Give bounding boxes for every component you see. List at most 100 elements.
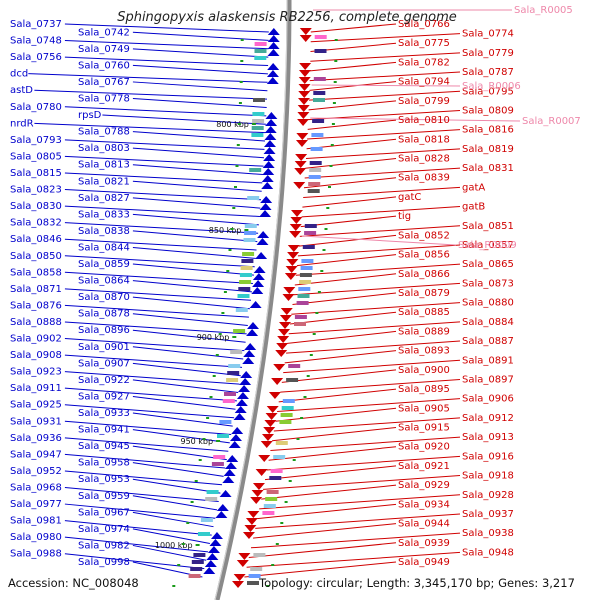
gene-label[interactable]: gatA xyxy=(462,182,485,193)
gene-label[interactable]: Sala_0885 xyxy=(398,307,450,318)
gene-label[interactable]: Sala_0821 xyxy=(78,176,130,187)
gene-label[interactable]: Sala_0939 xyxy=(398,538,450,549)
gene-label[interactable]: Sala_0756 xyxy=(10,52,62,63)
gene-label[interactable]: Sala_0911 xyxy=(10,383,62,394)
gene-label[interactable]: Sala_0850 xyxy=(10,251,62,262)
gene-label[interactable]: Sala_0858 xyxy=(10,267,62,278)
gene-label[interactable]: Sala_0799 xyxy=(398,96,450,107)
gene-label[interactable]: Sala_0866 xyxy=(398,269,450,280)
gene-label[interactable]: Sala_0936 xyxy=(10,433,62,444)
gene-label[interactable]: Sala_0925 xyxy=(10,400,62,411)
gene-label[interactable]: Sala_0737 xyxy=(10,19,62,30)
gene-label[interactable]: Sala_0902 xyxy=(10,334,62,345)
gene-label[interactable]: Sala_0949 xyxy=(398,557,450,568)
gene-label[interactable]: Sala_0916 xyxy=(462,451,514,462)
gene-label[interactable]: Sala_0838 xyxy=(78,226,130,237)
gene-label[interactable]: Sala_0933 xyxy=(78,408,130,419)
gene-label[interactable]: rpsD xyxy=(78,110,102,121)
gene-label[interactable]: Sala_0901 xyxy=(78,342,130,353)
gene-label[interactable]: Sala_0748 xyxy=(10,36,62,47)
gene-label[interactable]: Sala_0981 xyxy=(10,516,62,527)
gene-label[interactable]: Sala_0921 xyxy=(398,461,450,472)
gene-label[interactable]: Sala_0787 xyxy=(462,67,514,78)
gene-label[interactable]: Sala_0815 xyxy=(10,168,62,179)
gene-label[interactable]: gatC xyxy=(398,192,421,203)
gene-label[interactable]: Sala_0766 xyxy=(398,19,450,30)
gene-label[interactable]: Sala_0876 xyxy=(10,300,62,311)
gene-label[interactable]: Sala_0884 xyxy=(462,317,514,328)
gene-label[interactable]: Sala_0928 xyxy=(462,490,514,501)
gene-label[interactable]: Sala_0920 xyxy=(398,442,450,453)
rna-label[interactable]: Sala_R0006 xyxy=(462,81,521,92)
gene-label[interactable]: Sala_0830 xyxy=(10,201,62,212)
gene-label[interactable]: Sala_0851 xyxy=(462,221,514,232)
gene-label[interactable]: Sala_0810 xyxy=(398,115,450,126)
gene-label[interactable]: Sala_0857 xyxy=(462,240,514,251)
gene-label[interactable]: gatB xyxy=(462,202,485,213)
gene-label[interactable]: Sala_0813 xyxy=(78,160,130,171)
gene-label[interactable]: Sala_0907 xyxy=(78,358,130,369)
gene-label[interactable]: Sala_0818 xyxy=(398,134,450,145)
gene-label[interactable]: Sala_0974 xyxy=(78,524,130,535)
gene-label[interactable]: Sala_0760 xyxy=(78,60,130,71)
rna-label[interactable]: Sala_R0007 xyxy=(522,116,581,127)
gene-label[interactable]: Sala_0859 xyxy=(78,259,130,270)
gene-label[interactable]: Sala_0897 xyxy=(462,374,514,385)
gene-label[interactable]: Sala_0809 xyxy=(462,105,514,116)
gene-label[interactable]: Sala_0788 xyxy=(78,127,130,138)
gene-label[interactable]: Sala_0816 xyxy=(462,125,514,136)
rna-label[interactable]: Sala_R0005 xyxy=(514,5,573,16)
gene-label[interactable]: Sala_0988 xyxy=(10,549,62,560)
gene-label[interactable]: Sala_0980 xyxy=(10,532,62,543)
gene-label[interactable]: Sala_0938 xyxy=(462,528,514,539)
gene-label[interactable]: Sala_0767 xyxy=(78,77,130,88)
gene-label[interactable]: Sala_0908 xyxy=(10,350,62,361)
gene-label[interactable]: nrdR xyxy=(10,118,34,129)
gene-label[interactable]: tig xyxy=(398,211,411,222)
gene-label[interactable]: Sala_0887 xyxy=(462,336,514,347)
gene-label[interactable]: Sala_0905 xyxy=(398,403,450,414)
gene-label[interactable]: Sala_0844 xyxy=(78,242,130,253)
gene-label[interactable]: Sala_0831 xyxy=(462,163,514,174)
rna-label[interactable]: Sala_R0009 xyxy=(458,240,517,251)
gene-label[interactable]: Sala_0803 xyxy=(78,143,130,154)
gene-label[interactable]: Sala_0779 xyxy=(462,48,514,59)
gene-label[interactable]: Sala_0982 xyxy=(78,540,130,551)
gene-label[interactable]: Sala_0998 xyxy=(78,557,130,568)
gene-label[interactable]: Sala_0819 xyxy=(462,144,514,155)
gene-label[interactable]: dcd xyxy=(10,69,28,80)
gene-label[interactable]: Sala_0865 xyxy=(462,259,514,270)
gene-label[interactable]: Sala_0805 xyxy=(10,151,62,162)
gene-label[interactable]: Sala_0918 xyxy=(462,471,514,482)
gene-label[interactable]: Sala_0879 xyxy=(398,288,450,299)
gene-label[interactable]: Sala_0967 xyxy=(78,507,130,518)
gene-label[interactable]: Sala_0795 xyxy=(462,86,514,97)
gene-label[interactable]: Sala_0749 xyxy=(78,44,130,55)
gene-label[interactable]: Sala_0778 xyxy=(78,93,130,104)
gene-label[interactable]: Sala_0827 xyxy=(78,193,130,204)
gene-label[interactable]: Sala_0931 xyxy=(10,416,62,427)
gene-label[interactable]: Sala_0888 xyxy=(10,317,62,328)
gene-label[interactable]: Sala_0864 xyxy=(78,276,130,287)
gene-label[interactable]: Sala_0846 xyxy=(10,234,62,245)
gene-label[interactable]: Sala_0852 xyxy=(398,230,450,241)
gene-label[interactable]: Sala_0941 xyxy=(78,425,130,436)
gene-label[interactable]: Sala_0833 xyxy=(78,209,130,220)
gene-label[interactable]: Sala_0823 xyxy=(10,185,62,196)
gene-label[interactable]: Sala_0794 xyxy=(398,77,450,88)
gene-label[interactable]: Sala_0775 xyxy=(398,38,450,49)
gene-label[interactable]: Sala_0912 xyxy=(462,413,514,424)
gene-label[interactable]: astD xyxy=(10,85,33,96)
gene-label[interactable]: Sala_0915 xyxy=(398,423,450,434)
gene-label[interactable]: Sala_0839 xyxy=(398,173,450,184)
gene-label[interactable]: Sala_0927 xyxy=(78,391,130,402)
gene-label[interactable]: Sala_0934 xyxy=(398,499,450,510)
gene-label[interactable]: Sala_0977 xyxy=(10,499,62,510)
gene-label[interactable]: Sala_0891 xyxy=(462,355,514,366)
gene-label[interactable]: Sala_0959 xyxy=(78,491,130,502)
gene-label[interactable]: Sala_0774 xyxy=(462,29,514,40)
gene-label[interactable]: Sala_0878 xyxy=(78,309,130,320)
gene-label[interactable]: Sala_0889 xyxy=(398,326,450,337)
gene-label[interactable]: Sala_0870 xyxy=(78,292,130,303)
gene-label[interactable]: Sala_0871 xyxy=(10,284,62,295)
